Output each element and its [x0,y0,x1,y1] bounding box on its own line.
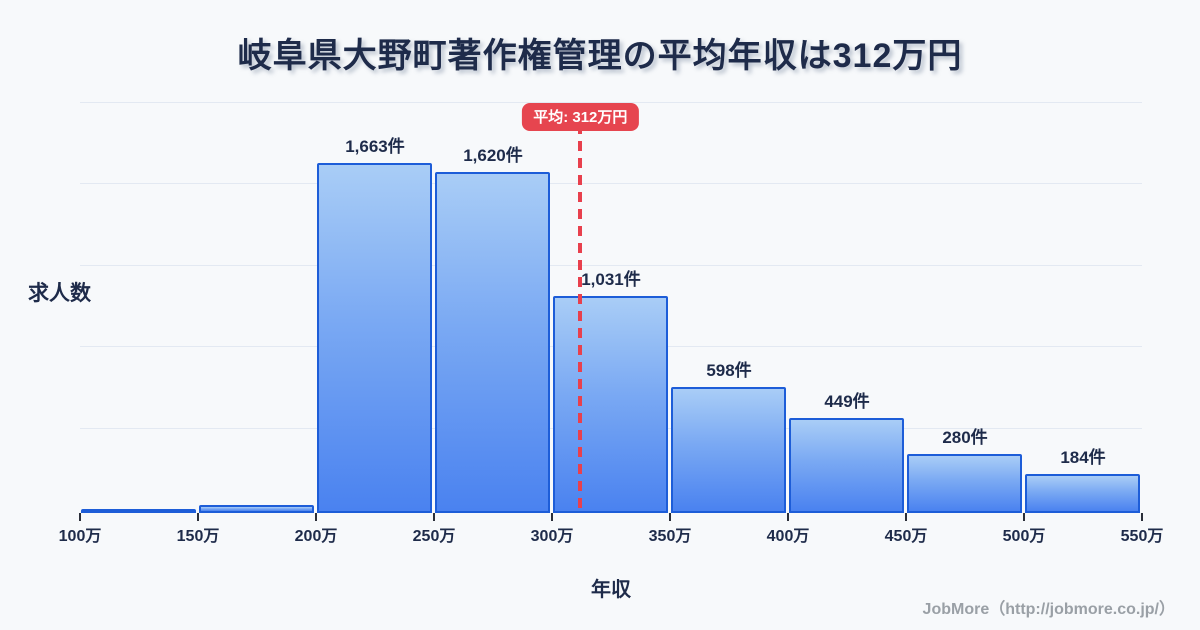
grid-line [80,183,1142,184]
axis-tick [1022,513,1025,521]
histogram-bar [907,454,1022,513]
bar-value-label: 598件 [706,360,752,380]
axis-tick [196,513,199,521]
histogram-bar [317,162,432,513]
grid-line [80,265,1142,266]
x-axis-ticks: 100万 150万 200万 250万 300万 350万 400万 450万 500万 550万 [59,513,1163,557]
mean-badge: 平均: 312万円 [522,103,639,131]
bar-value-label: 449件 [824,392,870,412]
bar-value-label: 184件 [1060,448,1106,468]
axis-tick-label: 350万 [648,528,692,545]
axis-tick-label: 100万 [58,528,102,545]
axis-tick-label: 300万 [530,528,574,545]
bars-container: 1,663件 1,620件 1,031件 598件 449件 280件 184件 [80,102,1142,513]
axis-tick [314,513,317,521]
bar-slot: 598件 [670,102,788,513]
bar-slot: 1,620件 [434,102,552,513]
chart-title: 岐阜県大野町著作権管理の平均年収は312万円 [237,37,963,75]
histogram-bar [199,504,314,513]
bar-slot: 1,031件 [552,102,670,513]
axis-tick [905,513,907,521]
histogram-bar [435,171,550,513]
axis-tick [550,513,553,521]
histogram-bar [1025,474,1140,513]
axis-tick-label: 250万 [412,528,456,545]
histogram-bar [553,295,668,513]
axis-tick-label: 150万 [176,528,220,545]
axis-tick-label: 400万 [766,528,810,545]
axis-tick [1141,513,1143,521]
histogram-bar [789,418,904,513]
histogram-bar [671,386,786,513]
axis-tick [79,513,81,521]
bar-slot: 280件 [906,102,1024,513]
histogram-bar [81,509,196,513]
axis-tick-label: 450万 [884,528,928,545]
x-axis-label: 年収 [591,579,631,601]
plot-area: 1,663件 1,620件 1,031件 598件 449件 280件 184件 平均: 3… [80,102,1142,513]
source-credit: JobMore（http://jobmore.co.jp/） [922,601,1175,618]
axis-tick [669,513,671,521]
axis-tick-label: 550万 [1120,528,1164,545]
grid-line [80,102,1142,103]
bar-value-label: 1,620件 [463,145,523,165]
bar-value-label: 280件 [942,428,988,447]
bar-value-label: 1,031件 [581,269,641,289]
axis-tick [432,513,435,521]
axis-tick-label: 500万 [1002,528,1046,545]
bar-slot [198,102,316,513]
bar-slot: 184件 [1024,102,1142,513]
mean-dashed-line [578,124,583,513]
y-axis-label: 求人数 [28,282,91,305]
bar-value-label: 1,663件 [345,136,405,156]
axis-tick-label: 200万 [294,528,338,545]
bar-slot: 1,663件 [316,102,434,513]
bar-slot [80,102,198,513]
axis-tick [786,513,789,521]
bar-slot: 449件 [788,102,906,513]
